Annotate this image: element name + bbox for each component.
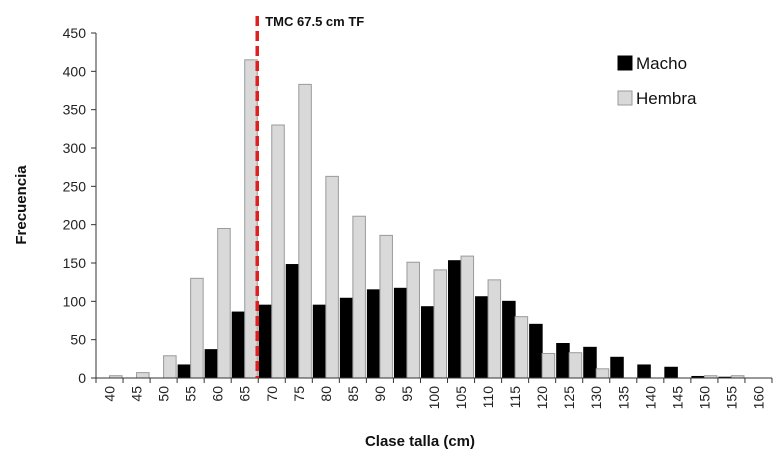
y-tick-label: 350 bbox=[63, 102, 87, 118]
y-tick-label: 400 bbox=[63, 63, 87, 79]
bar-hembra-75 bbox=[298, 83, 312, 379]
bar-hembra-80 bbox=[325, 175, 339, 379]
bar-macho-80 bbox=[312, 304, 327, 379]
bar-hembra-120 bbox=[541, 352, 556, 379]
bar-hembra-125 bbox=[568, 352, 583, 379]
y-tick-label: 450 bbox=[63, 25, 87, 41]
bar-group bbox=[109, 59, 745, 379]
y-axis: 0 50 100 150 200 250 300 350 400 450 bbox=[63, 25, 97, 386]
y-tick-label: 250 bbox=[63, 178, 87, 194]
bar-hembra-110 bbox=[487, 279, 502, 379]
x-tick-label: 130 bbox=[588, 386, 604, 410]
x-tick-label: 60 bbox=[210, 386, 226, 402]
x-tick-label: 65 bbox=[237, 386, 253, 402]
y-tick-label: 300 bbox=[63, 140, 87, 156]
bar-macho-95 bbox=[393, 287, 408, 379]
bar-macho-70 bbox=[258, 304, 273, 379]
bar-hembra-70 bbox=[271, 124, 285, 379]
x-tick-label: 95 bbox=[399, 386, 415, 402]
bar-macho-90 bbox=[366, 289, 381, 379]
bar-macho-105 bbox=[448, 260, 462, 379]
x-tick-label: 55 bbox=[183, 386, 199, 402]
x-tick-label: 155 bbox=[723, 386, 739, 410]
bar-macho-100 bbox=[420, 306, 435, 379]
x-tick-label: 75 bbox=[291, 386, 307, 402]
legend-swatch-macho bbox=[617, 55, 633, 71]
x-tick-label: 160 bbox=[750, 386, 766, 410]
x-tick-label: 140 bbox=[642, 386, 658, 410]
x-tick-label: 80 bbox=[318, 386, 334, 402]
legend-label-macho: Macho bbox=[636, 54, 687, 73]
x-tick-label: 90 bbox=[372, 386, 388, 402]
bar-macho-140 bbox=[637, 364, 651, 379]
y-axis-title: Frecuencia bbox=[13, 165, 30, 245]
bar-macho-55 bbox=[177, 364, 192, 379]
bar-macho-85 bbox=[339, 297, 354, 379]
x-tick-label: 70 bbox=[264, 386, 280, 402]
y-tick-label: 50 bbox=[70, 332, 86, 348]
bar-hembra-85 bbox=[352, 215, 366, 379]
bar-hembra-130 bbox=[595, 368, 610, 379]
bar-hembra-55 bbox=[190, 277, 204, 379]
x-tick-label: 40 bbox=[102, 386, 118, 402]
x-tick-label: 85 bbox=[345, 386, 361, 402]
bar-hembra-95 bbox=[406, 261, 420, 379]
x-tick-label: 110 bbox=[480, 386, 496, 409]
bar-macho-110 bbox=[475, 296, 489, 379]
bar-macho-115 bbox=[502, 300, 516, 379]
x-tick-label: 120 bbox=[534, 386, 550, 410]
tmc-annotation-label: TMC 67.5 cm TF bbox=[265, 14, 364, 29]
y-tick-label: 200 bbox=[63, 217, 87, 233]
x-tick-label: 135 bbox=[615, 386, 631, 410]
x-tick-label: 50 bbox=[156, 386, 172, 402]
bar-hembra-60 bbox=[217, 228, 231, 379]
bar-macho-145 bbox=[664, 366, 678, 379]
bar-macho-135 bbox=[610, 356, 624, 379]
x-axis: 40 45 50 55 60 65 70 75 80 85 90 95 100 105 110 115 120 1… bbox=[95, 377, 773, 410]
y-tick-label: 150 bbox=[63, 255, 87, 271]
bar-hembra-100 bbox=[433, 269, 448, 379]
bar-macho-60 bbox=[204, 349, 219, 379]
bar-macho-65 bbox=[231, 311, 246, 379]
y-tick-label: 0 bbox=[78, 370, 86, 386]
x-tick-label: 125 bbox=[561, 386, 577, 410]
bar-hembra-105 bbox=[460, 255, 475, 379]
bar-macho-120 bbox=[529, 323, 543, 379]
legend-swatch-hembra bbox=[617, 90, 633, 106]
x-tick-label: 105 bbox=[453, 386, 469, 410]
bar-hembra-90 bbox=[379, 234, 393, 379]
bar-hembra-115 bbox=[514, 316, 529, 379]
bar-macho-125 bbox=[556, 343, 570, 379]
x-tick-label: 115 bbox=[507, 386, 523, 409]
bar-macho-130 bbox=[583, 346, 597, 379]
x-axis-title: Clase talla (cm) bbox=[365, 433, 475, 450]
x-tick-label: 150 bbox=[696, 386, 712, 410]
legend-label-hembra: Hembra bbox=[636, 89, 697, 108]
x-tick-label: 45 bbox=[129, 386, 145, 402]
x-tick-label: 145 bbox=[669, 386, 685, 410]
bar-hembra-65 bbox=[244, 59, 258, 379]
legend: Macho Hembra bbox=[617, 54, 697, 108]
x-tick-label: 100 bbox=[426, 386, 442, 410]
bar-hembra-45 bbox=[136, 372, 150, 379]
bar-hembra-50 bbox=[163, 355, 177, 379]
y-tick-label: 100 bbox=[63, 293, 87, 309]
bar-macho-75 bbox=[285, 264, 300, 379]
